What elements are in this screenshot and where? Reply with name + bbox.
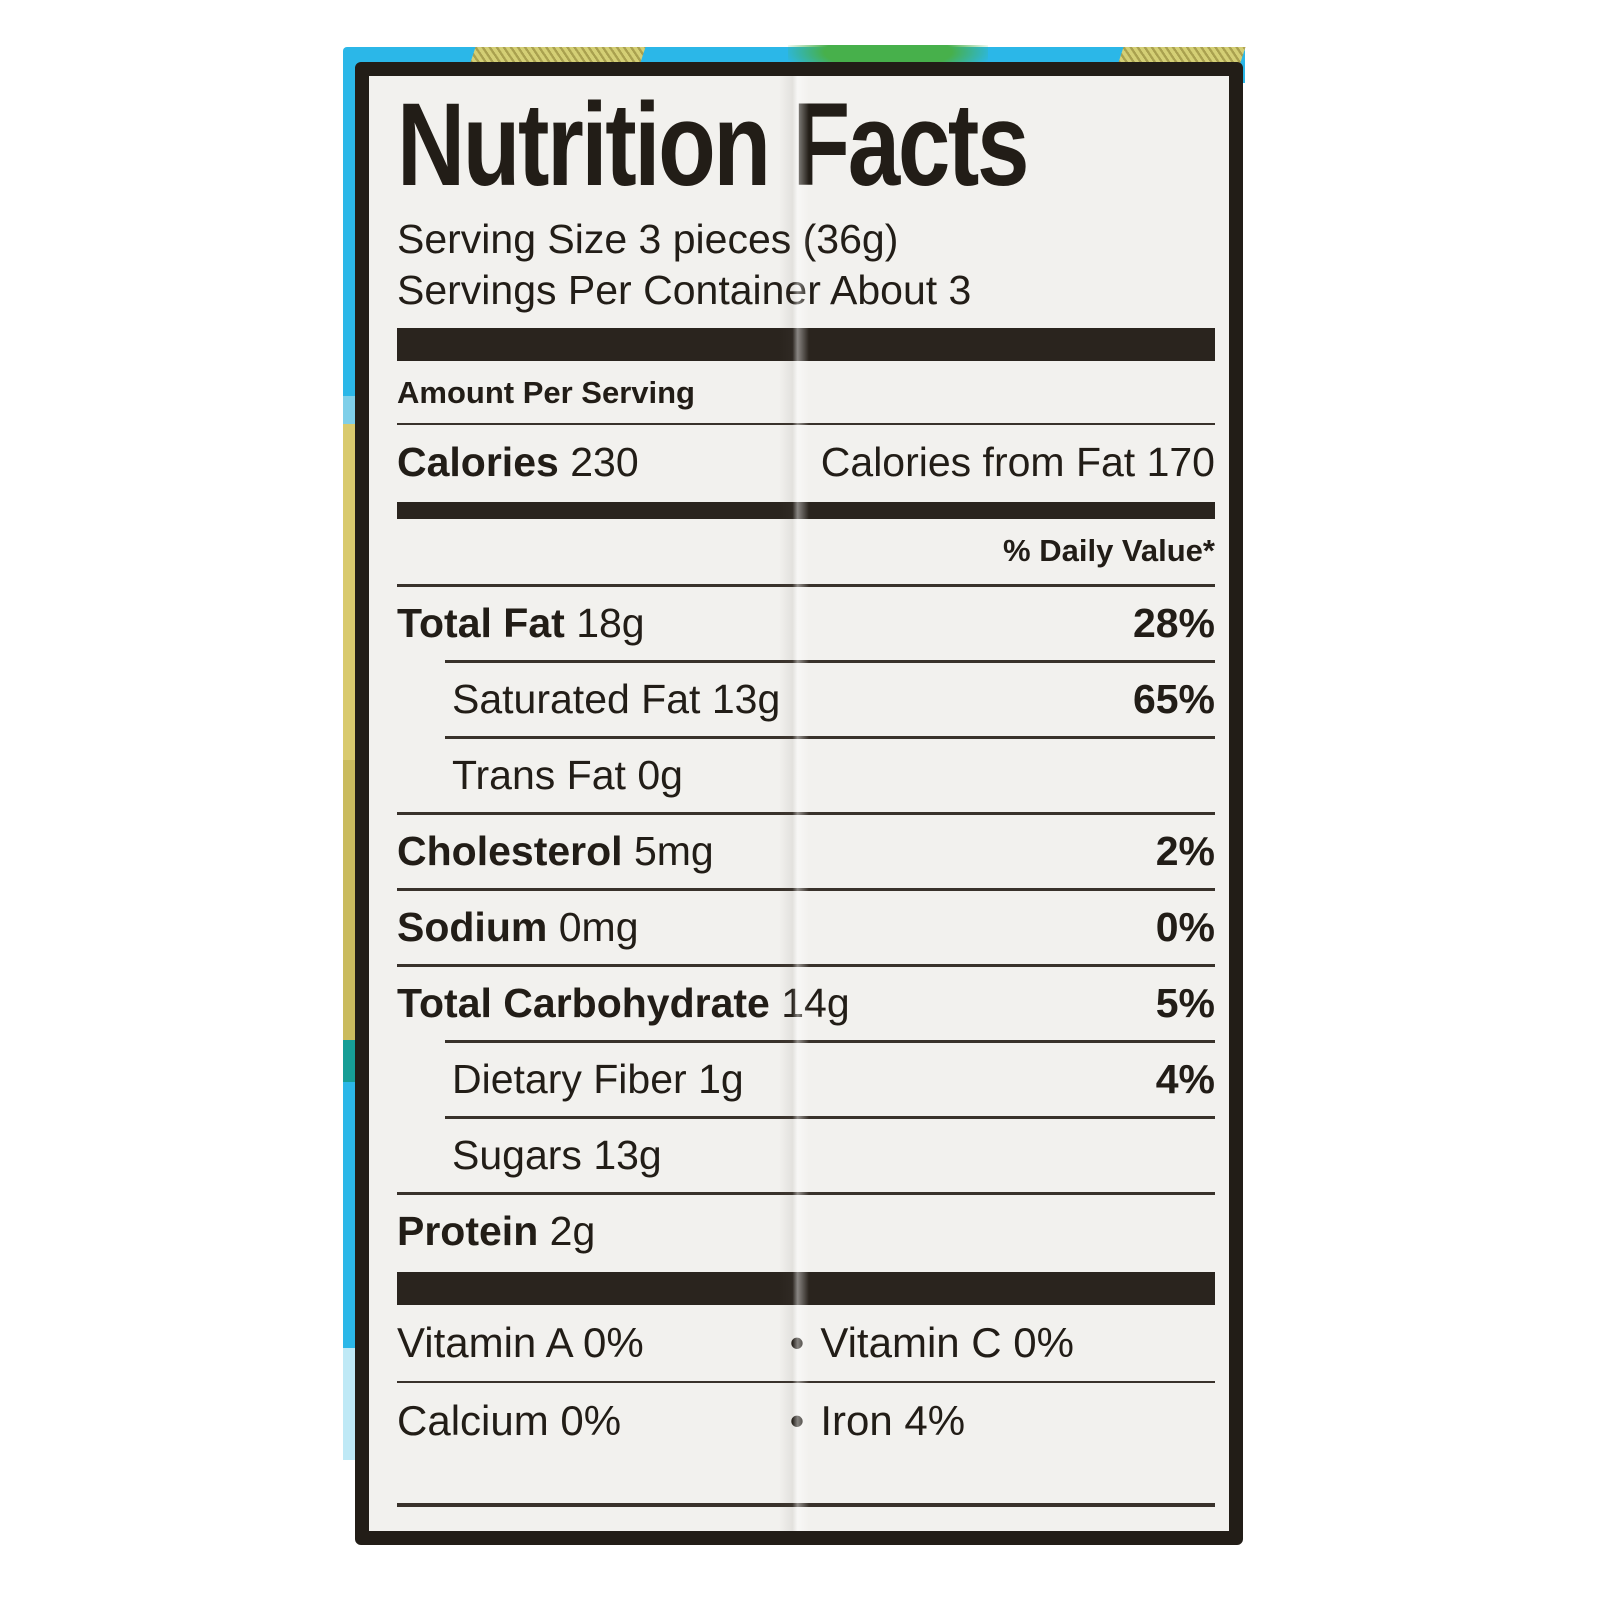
nutrient-text: Cholesterol 5mg: [397, 828, 714, 875]
amount-per-serving-label: Amount Per Serving: [397, 374, 695, 410]
nutrient-row-cholesterol: Cholesterol 5mg 2%: [397, 815, 1215, 888]
rule: [397, 1380, 1215, 1383]
nutrient-row-protein: Protein 2g: [397, 1195, 1215, 1268]
bullet-icon: •: [789, 1318, 805, 1366]
nutrient-text: Sodium 0mg: [397, 904, 639, 951]
nutrient-amount: 14g: [781, 979, 850, 1026]
rule: [445, 735, 1215, 739]
section-divider-bar: [397, 1271, 1215, 1305]
nutrient-amount: 13g: [593, 1131, 662, 1178]
nutrient-text: Total Carbohydrate 14g: [397, 980, 850, 1027]
micro-right-text: Vitamin C 0%: [820, 1318, 1075, 1366]
nutrient-name: Trans Fat: [452, 751, 626, 798]
nutrient-text: Total Fat 18g: [397, 600, 645, 647]
nutrient-row-sugars: Sugars 13g: [397, 1119, 1215, 1192]
micronutrient-row-vitamins: Vitamin A 0% • Vitamin C 0%: [397, 1305, 1215, 1381]
nutrient-text: Dietary Fiber 1g: [452, 1056, 744, 1103]
nutrition-facts-panel: Nutrition Facts Serving Size 3 pieces (3…: [355, 62, 1243, 1545]
rule: [397, 422, 1215, 425]
nutrient-daily-value: 28%: [1132, 599, 1215, 646]
nutrient-text: Saturated Fat 13g: [452, 676, 780, 723]
nutrient-name: Protein: [397, 1207, 539, 1254]
micro-right: • Iron 4%: [790, 1397, 965, 1445]
section-divider-bar: [397, 327, 1215, 361]
nutrient-row-saturated-fat: Saturated Fat 13g 65%: [397, 663, 1215, 736]
nutrient-amount: 13g: [711, 675, 781, 722]
calories-value: 230: [570, 438, 639, 485]
micro-left: Vitamin A 0%: [397, 1318, 644, 1366]
nutrient-daily-value: 65%: [1132, 675, 1215, 722]
rule: [445, 659, 1215, 663]
calories-row: Calories 230 Calories from Fat 170: [397, 425, 1215, 502]
nutrition-facts-content: Nutrition Facts Serving Size 3 pieces (3…: [369, 76, 1229, 1531]
nutrient-name: Total Fat: [397, 599, 565, 646]
micro-left: Calcium 0%: [397, 1396, 622, 1444]
nutrient-name: Sugars: [452, 1131, 582, 1178]
nutrient-daily-value: 5%: [1155, 979, 1215, 1026]
nutrient-row-dietary-fiber: Dietary Fiber 1g 4%: [397, 1043, 1215, 1116]
nutrient-amount: 5mg: [633, 827, 714, 874]
nutrient-amount: 18g: [576, 599, 645, 646]
micronutrient-row-minerals: Calcium 0% • Iron 4%: [397, 1383, 1215, 1459]
nutrient-amount: 0mg: [558, 903, 639, 950]
nutrient-amount: 1g: [698, 1055, 744, 1102]
rule: [397, 1191, 1215, 1195]
servings-per-container-line: Servings Per Container About 3: [397, 266, 972, 313]
nutrient-name: Saturated Fat: [452, 675, 701, 722]
nutrient-name: Sodium: [397, 903, 548, 950]
panel-title: Nutrition Facts: [397, 79, 1029, 211]
nutrient-row-total-fat: Total Fat 18g 28%: [397, 587, 1215, 660]
nutrient-text: Trans Fat 0g: [452, 752, 683, 799]
calories-from-fat: Calories from Fat 170: [820, 438, 1215, 485]
rule: [445, 1039, 1215, 1043]
serving-size-line: Serving Size 3 pieces (36g): [397, 216, 899, 262]
nutrient-amount: 2g: [549, 1207, 596, 1254]
nutrient-daily-value: 0%: [1155, 903, 1215, 950]
daily-value-footnote: *Percent Daily Values are based on a 2,0…: [397, 1533, 1215, 1545]
nutrient-daily-value: 2%: [1155, 827, 1215, 874]
nutrient-row-total-carbohydrate: Total Carbohydrate 14g 5%: [397, 967, 1215, 1040]
nutrient-text: Sugars 13g: [452, 1132, 662, 1179]
nutrient-name: Total Carbohydrate: [397, 979, 770, 1026]
calories-left: Calories 230: [397, 439, 639, 486]
section-divider-bar: [397, 501, 1215, 519]
nutrient-row-trans-fat: Trans Fat 0g: [397, 739, 1215, 812]
calories-label: Calories: [397, 438, 559, 485]
nutrient-text: Protein 2g: [397, 1208, 595, 1255]
nutrient-name: Cholesterol: [397, 827, 623, 874]
daily-value-header: % Daily Value*: [1003, 532, 1215, 568]
nutrient-daily-value: 4%: [1155, 1055, 1215, 1102]
micro-right-text: Iron 4%: [820, 1396, 966, 1444]
rule: [397, 963, 1215, 967]
nutrient-amount: 0g: [637, 751, 683, 798]
rule: [397, 811, 1215, 815]
bullet-icon: •: [789, 1396, 805, 1444]
rule: [397, 1502, 1215, 1507]
rule: [397, 583, 1215, 587]
nutrient-name: Dietary Fiber: [452, 1055, 687, 1102]
rule: [445, 1115, 1215, 1119]
micro-right: • Vitamin C 0%: [790, 1319, 1074, 1367]
nutrient-row-sodium: Sodium 0mg 0%: [397, 891, 1215, 964]
rule: [397, 887, 1215, 891]
